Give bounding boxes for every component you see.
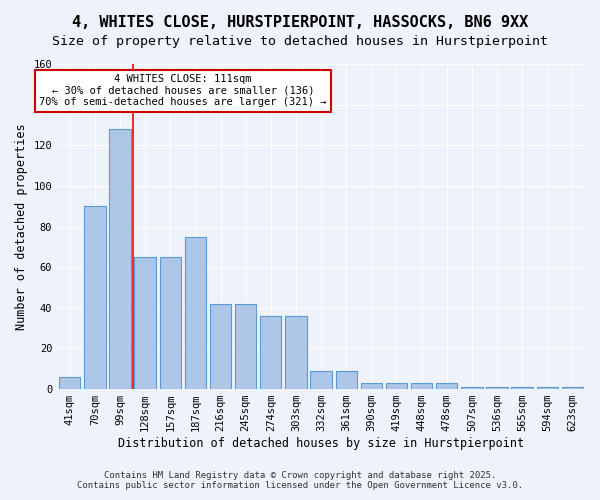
Bar — [84, 206, 106, 389]
Bar — [285, 316, 307, 389]
Bar — [109, 129, 131, 389]
Text: Contains HM Land Registry data © Crown copyright and database right 2025.
Contai: Contains HM Land Registry data © Crown c… — [77, 470, 523, 490]
Bar — [461, 387, 482, 389]
Bar — [562, 387, 583, 389]
Y-axis label: Number of detached properties: Number of detached properties — [15, 123, 28, 330]
Bar — [386, 383, 407, 389]
Bar — [260, 316, 281, 389]
Bar — [487, 387, 508, 389]
Text: Size of property relative to detached houses in Hurstpierpoint: Size of property relative to detached ho… — [52, 35, 548, 48]
Bar — [134, 257, 156, 389]
Bar — [511, 387, 533, 389]
Bar — [185, 236, 206, 389]
Bar — [59, 377, 80, 389]
Bar — [361, 383, 382, 389]
Bar — [310, 371, 332, 389]
Bar — [160, 257, 181, 389]
Text: 4 WHITES CLOSE: 111sqm
← 30% of detached houses are smaller (136)
70% of semi-de: 4 WHITES CLOSE: 111sqm ← 30% of detached… — [39, 74, 326, 108]
Bar — [210, 304, 231, 389]
Bar — [235, 304, 256, 389]
Text: 4, WHITES CLOSE, HURSTPIERPOINT, HASSOCKS, BN6 9XX: 4, WHITES CLOSE, HURSTPIERPOINT, HASSOCK… — [72, 15, 528, 30]
Bar — [411, 383, 433, 389]
Bar — [436, 383, 457, 389]
Bar — [335, 371, 357, 389]
Bar — [536, 387, 558, 389]
X-axis label: Distribution of detached houses by size in Hurstpierpoint: Distribution of detached houses by size … — [118, 437, 524, 450]
